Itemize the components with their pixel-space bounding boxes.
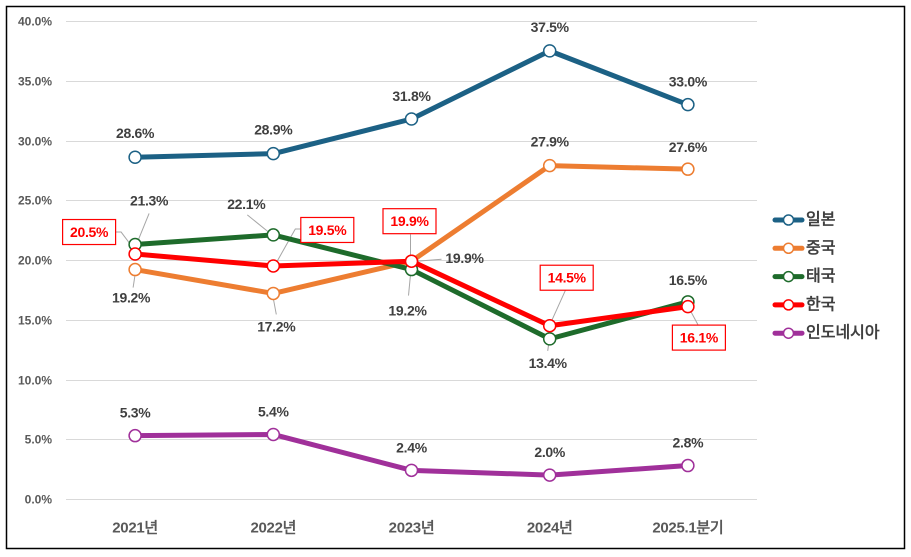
x-tick-label: 2023년 [389, 520, 435, 537]
highlight-label-box [300, 216, 355, 244]
highlight-label-box [382, 208, 437, 235]
series-3-point [266, 259, 281, 273]
x-tick-label: 2024년 [527, 520, 573, 537]
y-tick-label: 20.0% [18, 254, 52, 268]
data-label: 19.5% [308, 222, 347, 238]
data-label: 31.8% [392, 88, 431, 104]
series-1-point [681, 162, 695, 176]
data-label: 19.2% [112, 290, 151, 306]
series-3 [128, 247, 695, 333]
series-3-point [128, 247, 142, 261]
data-label: 2.0% [534, 444, 566, 460]
y-axis: 0.0% 5.0% 10.0% 15.0% 20.0% 25.0% 30.0% 35.0% 40… [18, 15, 52, 507]
legend-label: 태국 [806, 267, 836, 285]
series-4-point [681, 458, 695, 473]
legend-marker-icon [782, 299, 795, 311]
leader-line [276, 228, 302, 262]
series-4-point [404, 463, 419, 478]
leader-line [137, 213, 150, 241]
series-2-point [542, 332, 557, 346]
data-label: 13.4% [529, 355, 568, 371]
legend-item-3: 한국 [772, 294, 836, 313]
series-4-point [128, 428, 142, 443]
data-label: 27.6% [669, 139, 708, 155]
legend-item-2: 태국 [772, 267, 836, 285]
y-tick-label: 25.0% [18, 194, 52, 208]
data-label: 19.9% [390, 213, 429, 229]
x-tick-label: 2021년 [112, 520, 158, 537]
series-2-point [266, 228, 281, 242]
series-0 [128, 44, 695, 164]
series-4-point [542, 468, 557, 482]
highlight-label-box [61, 218, 117, 246]
legend-label: 인도네시아 [806, 324, 880, 342]
series-1-point [542, 158, 557, 173]
data-label: 37.5% [531, 19, 570, 35]
data-label: 27.9% [531, 134, 570, 150]
series-4 [128, 427, 695, 482]
data-labels: 28.6% 28.9% 31.8% 37.5% 33.0% 19.2% 17.2% 19.9%… [61, 19, 727, 460]
y-tick-label: 5.0% [25, 433, 53, 447]
series-0-point [266, 146, 281, 161]
data-label: 5.4% [258, 403, 290, 419]
highlight-label-box [539, 264, 594, 291]
series-3-point [681, 299, 695, 314]
highlight-label-box [671, 324, 727, 351]
series-3-point [542, 318, 557, 333]
data-label: 16.5% [669, 272, 708, 288]
series-0-point [404, 112, 419, 126]
legend-item-0: 일본 [772, 211, 836, 229]
series-group [128, 44, 695, 482]
legend-label: 한국 [806, 294, 836, 313]
leader-line [132, 274, 136, 288]
y-tick-label: 30.0% [18, 135, 52, 149]
legend-label: 중국 [806, 239, 836, 257]
y-tick-label: 15.0% [18, 314, 52, 328]
data-label: 19.2% [388, 303, 427, 319]
legend-marker-icon [782, 270, 795, 283]
x-axis: 2021년 2022년 2023년 2024년 2025.1분기 [112, 520, 723, 537]
legend-item-1: 중국 [772, 239, 836, 257]
y-tick-label: 35.0% [18, 75, 52, 89]
legend-item-4: 인도네시아 [772, 324, 880, 342]
data-label: 2.8% [673, 435, 705, 451]
series-1-point [266, 286, 281, 301]
series-3-point [404, 254, 419, 268]
leader-line [246, 214, 269, 233]
series-4-point [266, 427, 281, 442]
data-label: 20.5% [70, 224, 109, 240]
y-tick-label: 0.0% [25, 493, 53, 507]
chart-frame [5, 5, 906, 550]
x-tick-label: 2022년 [250, 520, 296, 537]
series-0-point [681, 97, 695, 112]
x-tick-label: 2025.1분기 [652, 520, 723, 537]
leader-line [408, 274, 411, 296]
data-label: 28.9% [254, 122, 293, 138]
leader-line [416, 258, 442, 262]
data-label: 21.3% [130, 192, 169, 208]
leader-line [272, 298, 277, 315]
data-label: 22.1% [227, 196, 266, 212]
data-label: 19.9% [445, 250, 484, 266]
y-tick-label: 10.0% [18, 374, 52, 388]
data-label: 16.1% [680, 330, 719, 346]
legend-marker-icon [782, 214, 795, 226]
series-0-point [542, 44, 557, 58]
leader-line [690, 311, 699, 325]
data-label: 28.6% [116, 125, 155, 141]
series-1-point [128, 262, 142, 277]
leader-line [551, 289, 567, 321]
data-label: 14.5% [548, 270, 587, 286]
series-0-point [128, 150, 142, 164]
data-label: 2.4% [396, 439, 428, 455]
legend-marker-icon [782, 327, 795, 339]
data-label: 33.0% [669, 74, 708, 90]
data-label: 17.2% [257, 318, 296, 334]
data-label: 5.3% [120, 405, 152, 421]
legend-label: 일본 [806, 211, 836, 229]
legend-marker-icon [782, 242, 795, 255]
y-tick-label: 40.0% [18, 15, 52, 29]
